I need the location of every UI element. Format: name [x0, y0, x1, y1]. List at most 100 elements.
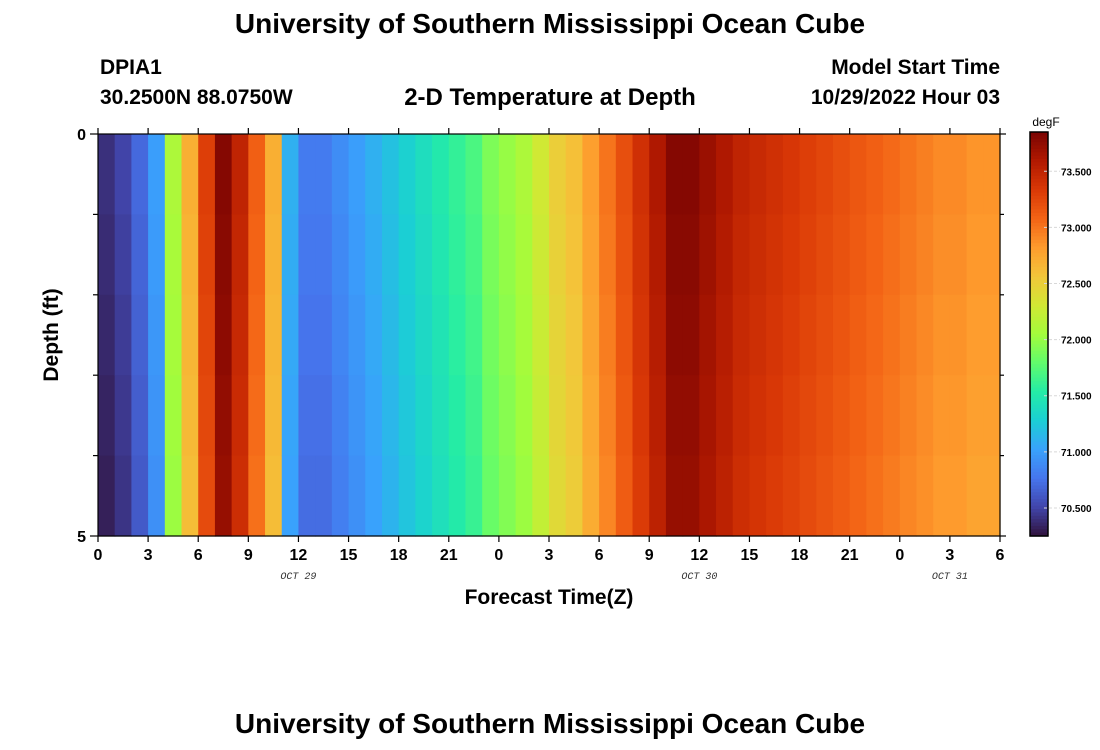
heatmap-cell: [448, 375, 467, 457]
colorbar-strip: [1030, 132, 1048, 136]
heatmap-cell: [716, 134, 734, 215]
heatmap-cell: [665, 375, 684, 457]
heatmap-cell: [899, 455, 918, 537]
heatmap-cell: [799, 134, 817, 215]
x-tick-label: 12: [690, 547, 708, 564]
colorbar-strip: [1030, 229, 1048, 234]
heatmap-cell: [665, 134, 684, 215]
heatmap-cell: [265, 294, 283, 376]
heatmap-cell: [265, 134, 283, 215]
heatmap-cell: [883, 455, 901, 537]
colorbar-strip: [1030, 317, 1048, 322]
heatmap-cell: [498, 455, 517, 537]
heatmap-cell: [816, 375, 834, 457]
x-tick-label: 21: [841, 547, 859, 564]
colorbar-strip: [1030, 175, 1048, 180]
colorbar-strip: [1030, 169, 1048, 173]
heatmap-cell: [148, 455, 166, 537]
colorbar-strip: [1030, 387, 1048, 392]
heatmap-cell: [966, 214, 984, 296]
heatmap-cell: [766, 134, 784, 215]
colorbar-tick-label: 71.000: [1061, 448, 1092, 459]
heatmap-cell: [98, 134, 116, 215]
heatmap-cell: [532, 455, 550, 537]
heatmap-cell: [549, 214, 567, 296]
colorbar-strip: [1030, 340, 1048, 345]
heatmap-cell: [699, 214, 717, 296]
heatmap-cell: [832, 375, 851, 457]
heatmap-cell: [916, 134, 934, 215]
colorbar-strip: [1030, 243, 1048, 248]
heatmap-cell: [381, 375, 400, 457]
x-axis-label: Forecast Time(Z): [465, 586, 634, 609]
heatmap-cell: [832, 455, 851, 537]
heatmap-cell: [298, 294, 316, 376]
heatmap-cell: [933, 455, 951, 537]
colorbar-strip: [1030, 206, 1048, 211]
colorbar-strip: [1030, 300, 1048, 305]
temperature-depth-chart: 0 3 6 9 12 15 18 21 0 3 6 9 12 15 18 21 0 3 6 OCT 29 OCT 30 O…: [40, 115, 1092, 609]
colorbar-strip: [1030, 233, 1048, 237]
heatmap-cell: [849, 375, 867, 457]
colorbar-strip: [1030, 532, 1048, 537]
heatmap-cell: [966, 375, 984, 457]
colorbar-unit: degF: [1032, 115, 1059, 129]
colorbar-strip: [1030, 199, 1048, 204]
colorbar-strip: [1030, 522, 1048, 527]
colorbar-strip: [1030, 367, 1048, 372]
heatmap-cell: [949, 375, 968, 457]
heatmap-cell: [231, 375, 249, 457]
y-tick-label: 0: [77, 127, 86, 144]
heatmap-cell: [231, 134, 249, 215]
colorbar-strip: [1030, 374, 1048, 379]
heatmap-cell: [966, 134, 984, 215]
heatmap-cell: [565, 134, 583, 215]
heatmap-cell: [749, 134, 767, 215]
colorbar-strip: [1030, 465, 1048, 470]
colorbar-strip: [1030, 162, 1048, 167]
heatmap-cell: [281, 375, 300, 457]
colorbar-strip: [1030, 226, 1048, 231]
heatmap-cell: [766, 294, 784, 376]
heatmap-cell: [549, 455, 567, 537]
heatmap-cell: [832, 134, 851, 215]
heatmap-cell: [365, 294, 383, 376]
y-tick-label: 5: [77, 529, 86, 546]
colorbar-strip: [1030, 397, 1048, 402]
x-tick-label: 21: [440, 547, 458, 564]
heatmap-cell: [799, 214, 817, 296]
heatmap-cell: [599, 134, 617, 215]
heatmap-cell: [482, 455, 500, 537]
heatmap-cell: [933, 375, 951, 457]
x-date-label: OCT 31: [932, 572, 968, 583]
heatmap-cell: [315, 455, 333, 537]
heatmap-cell: [415, 294, 433, 376]
heatmap-cell: [281, 134, 300, 215]
heatmap-cell: [315, 375, 333, 457]
colorbar-strip: [1030, 364, 1048, 369]
heatmap-cell: [98, 455, 116, 537]
colorbar-strip: [1030, 158, 1048, 163]
colorbar-strip: [1030, 421, 1048, 426]
heatmap-cell: [665, 294, 684, 376]
colorbar-strip: [1030, 179, 1048, 184]
heatmap-cell: [649, 134, 667, 215]
heatmap-cell: [198, 375, 216, 457]
heatmap-cell: [465, 294, 483, 376]
heatmap-cell: [749, 294, 767, 376]
colorbar-strip: [1030, 148, 1048, 153]
colorbar-strip: [1030, 482, 1048, 487]
heatmap-cell: [231, 214, 249, 296]
colorbar-strip: [1030, 307, 1048, 312]
heatmap-cell: [482, 375, 500, 457]
x-date-label: OCT 30: [681, 572, 717, 583]
heatmap-cell: [716, 294, 734, 376]
heatmap-cell: [699, 294, 717, 376]
colorbar-strip: [1030, 320, 1048, 325]
heatmap-cell: [248, 375, 266, 457]
colorbar-strip: [1030, 377, 1048, 382]
colorbar-strip: [1030, 347, 1048, 352]
heatmap-cell: [114, 134, 132, 215]
heatmap-cell: [532, 375, 550, 457]
heatmap-cells: [98, 134, 1001, 537]
